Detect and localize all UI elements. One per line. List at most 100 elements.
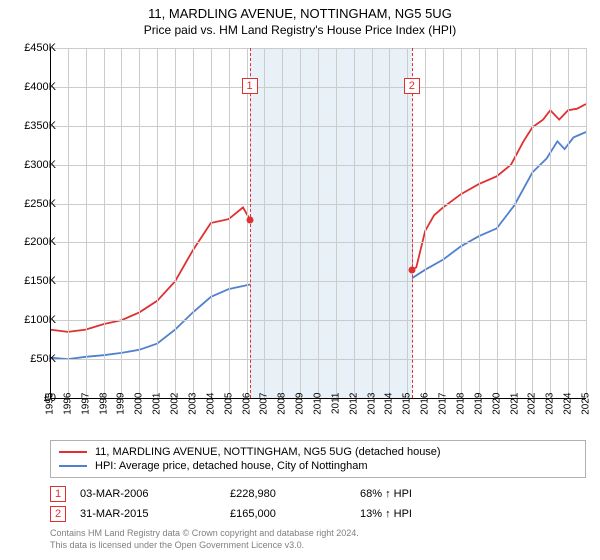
x-tick-label: 2006 [241, 393, 252, 427]
x-tick-label: 1997 [80, 393, 91, 427]
y-tick-label: £350K [12, 120, 60, 132]
grid-line-v [104, 48, 105, 398]
legend-row-price: 11, MARDLING AVENUE, NOTTINGHAM, NG5 5UG… [51, 445, 585, 459]
grid-line-v [372, 48, 373, 398]
footer: Contains HM Land Registry data © Crown c… [50, 528, 359, 551]
legend-swatch-hpi [59, 465, 87, 467]
footer-line1: Contains HM Land Registry data © Crown c… [50, 528, 359, 540]
x-tick-label: 1995 [45, 393, 56, 427]
legend-label-hpi: HPI: Average price, detached house, City… [95, 460, 368, 472]
grid-line-v [139, 48, 140, 398]
x-tick-label: 2002 [170, 393, 181, 427]
grid-line-v [175, 48, 176, 398]
grid-line-v [407, 48, 408, 398]
sales-row: 1 03-MAR-2006£228,98068% ↑ HPI [50, 484, 586, 504]
sales-col-date: 03-MAR-2006 [80, 488, 230, 500]
grid-line-v [389, 48, 390, 398]
grid-line-v [515, 48, 516, 398]
x-tick-label: 2009 [295, 393, 306, 427]
x-tick-label: 2003 [187, 393, 198, 427]
grid-line-v [336, 48, 337, 398]
grid-line-v [229, 48, 230, 398]
grid-line-v [443, 48, 444, 398]
chart-container: 11, MARDLING AVENUE, NOTTINGHAM, NG5 5UG… [0, 0, 600, 560]
x-tick-label: 2001 [152, 393, 163, 427]
x-tick-label: 2015 [402, 393, 413, 427]
sales-table: 1 03-MAR-2006£228,98068% ↑ HPI 2 31-MAR-201… [50, 484, 586, 524]
x-tick-label: 2010 [313, 393, 324, 427]
x-tick-label: 2007 [259, 393, 270, 427]
x-tick-label: 2019 [473, 393, 484, 427]
x-tick-label: 2008 [277, 393, 288, 427]
y-tick-label: £250K [12, 198, 60, 210]
event-marker-box: 1 [242, 78, 258, 94]
grid-line-v [50, 48, 51, 398]
legend-swatch-price [59, 451, 87, 453]
x-tick-label: 1998 [98, 393, 109, 427]
footer-line2: This data is licensed under the Open Gov… [50, 540, 359, 552]
x-tick-label: 2021 [509, 393, 520, 427]
x-tick-label: 2013 [366, 393, 377, 427]
grid-line-v [193, 48, 194, 398]
sales-row: 2 31-MAR-2015£165,00013% ↑ HPI [50, 504, 586, 524]
chart-title: 11, MARDLING AVENUE, NOTTINGHAM, NG5 5UG [0, 0, 600, 21]
grid-line-v [532, 48, 533, 398]
x-tick-label: 2025 [581, 393, 592, 427]
grid-line-v [318, 48, 319, 398]
legend-label-price: 11, MARDLING AVENUE, NOTTINGHAM, NG5 5UG… [95, 446, 441, 458]
x-tick-label: 2018 [455, 393, 466, 427]
y-tick-label: £400K [12, 81, 60, 93]
y-tick-label: £200K [12, 236, 60, 248]
grid-line-v [497, 48, 498, 398]
y-tick-label: £450K [12, 42, 60, 54]
x-tick-label: 2011 [330, 393, 341, 427]
x-tick-label: 1996 [62, 393, 73, 427]
grid-line-v [157, 48, 158, 398]
sales-col-price: £165,000 [230, 508, 360, 520]
grid-line-v [264, 48, 265, 398]
x-tick-label: 2017 [438, 393, 449, 427]
x-tick-label: 1999 [116, 393, 127, 427]
grid-line-v [86, 48, 87, 398]
grid-line-v [479, 48, 480, 398]
event-marker-box: 2 [404, 78, 420, 94]
x-tick-label: 2005 [223, 393, 234, 427]
x-tick-label: 2020 [491, 393, 502, 427]
chart-subtitle: Price paid vs. HM Land Registry's House … [0, 21, 600, 41]
y-tick-label: £300K [12, 159, 60, 171]
legend: 11, MARDLING AVENUE, NOTTINGHAM, NG5 5UG… [50, 440, 586, 478]
plot-area: 12 [50, 48, 586, 398]
x-tick-label: 2014 [384, 393, 395, 427]
y-tick-label: £100K [12, 314, 60, 326]
x-tick-label: 2022 [527, 393, 538, 427]
grid-line-v [300, 48, 301, 398]
sales-col-price: £228,980 [230, 488, 360, 500]
x-tick-label: 2024 [563, 393, 574, 427]
x-tick-label: 2012 [348, 393, 359, 427]
grid-line-v [282, 48, 283, 398]
sales-row-marker: 2 [50, 506, 66, 522]
sales-col-date: 31-MAR-2015 [80, 508, 230, 520]
x-tick-label: 2000 [134, 393, 145, 427]
grid-line-v [586, 48, 587, 398]
grid-line-v [425, 48, 426, 398]
legend-row-hpi: HPI: Average price, detached house, City… [51, 459, 585, 473]
x-tick-label: 2016 [420, 393, 431, 427]
grid-line-v [461, 48, 462, 398]
sales-row-marker: 1 [50, 486, 66, 502]
sales-col-diff: 68% ↑ HPI [360, 488, 480, 500]
sale-point-marker [408, 266, 415, 273]
grid-line-v [550, 48, 551, 398]
sales-col-diff: 13% ↑ HPI [360, 508, 480, 520]
grid-line-v [211, 48, 212, 398]
y-tick-label: £50K [12, 353, 60, 365]
shaded-band [250, 48, 412, 398]
grid-line-v [568, 48, 569, 398]
x-tick-label: 2004 [205, 393, 216, 427]
grid-line-v [121, 48, 122, 398]
grid-line-v [68, 48, 69, 398]
event-marker-line [412, 48, 413, 398]
grid-line-v [354, 48, 355, 398]
y-tick-label: £150K [12, 275, 60, 287]
x-tick-label: 2023 [545, 393, 556, 427]
